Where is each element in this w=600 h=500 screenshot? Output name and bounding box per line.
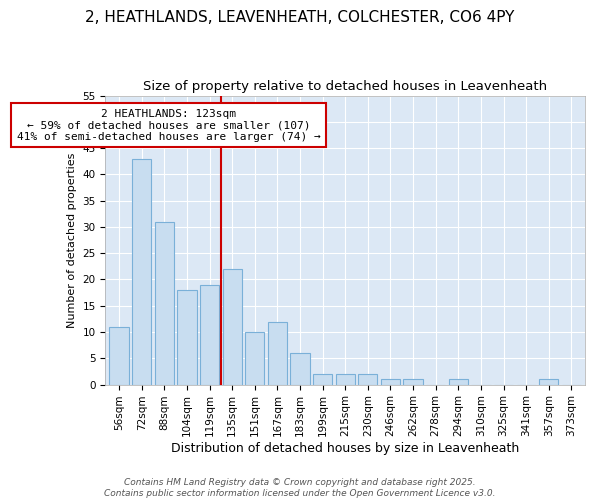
Bar xyxy=(539,380,559,384)
Text: Contains HM Land Registry data © Crown copyright and database right 2025.
Contai: Contains HM Land Registry data © Crown c… xyxy=(104,478,496,498)
Bar xyxy=(245,332,265,384)
Text: 2 HEATHLANDS: 123sqm
← 59% of detached houses are smaller (107)
41% of semi-deta: 2 HEATHLANDS: 123sqm ← 59% of detached h… xyxy=(17,108,320,142)
X-axis label: Distribution of detached houses by size in Leavenheath: Distribution of detached houses by size … xyxy=(171,442,520,455)
Title: Size of property relative to detached houses in Leavenheath: Size of property relative to detached ho… xyxy=(143,80,547,93)
Bar xyxy=(223,269,242,384)
Text: 2, HEATHLANDS, LEAVENHEATH, COLCHESTER, CO6 4PY: 2, HEATHLANDS, LEAVENHEATH, COLCHESTER, … xyxy=(85,10,515,25)
Bar xyxy=(200,284,219,384)
Bar xyxy=(109,327,128,384)
Bar xyxy=(313,374,332,384)
Bar xyxy=(381,380,400,384)
Bar xyxy=(177,290,197,384)
Bar xyxy=(290,353,310,384)
Bar xyxy=(132,158,151,384)
Bar xyxy=(403,380,423,384)
Y-axis label: Number of detached properties: Number of detached properties xyxy=(67,152,77,328)
Bar xyxy=(449,380,468,384)
Bar xyxy=(268,322,287,384)
Bar xyxy=(155,222,174,384)
Bar xyxy=(335,374,355,384)
Bar xyxy=(358,374,377,384)
